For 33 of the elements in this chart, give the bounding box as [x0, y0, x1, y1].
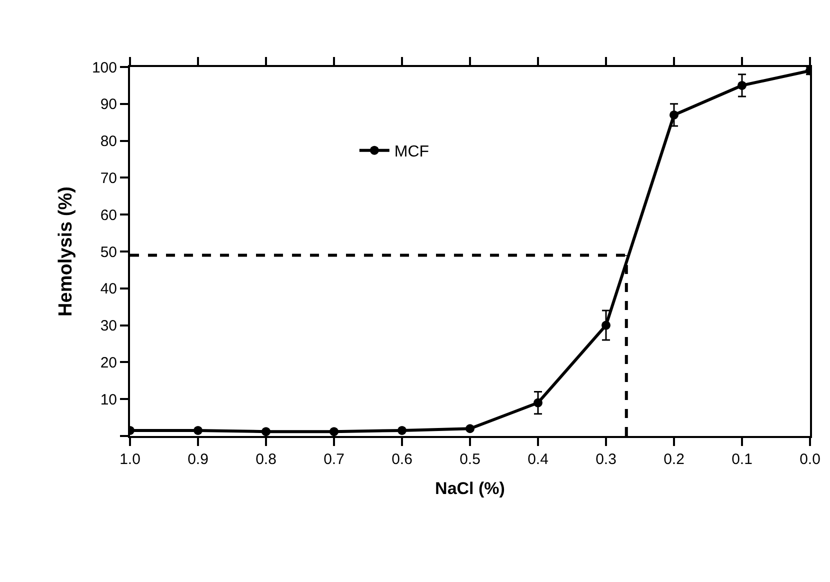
- x-axis-title: NaCl (%): [435, 478, 505, 498]
- point: [534, 398, 542, 408]
- y-tick-label: 40: [100, 280, 117, 298]
- x-tick-label: 0.1: [732, 451, 752, 468]
- y-tick-label: 90: [100, 96, 117, 114]
- x-tick-label: 0.6: [392, 451, 412, 468]
- x-tick-label: 0.7: [324, 451, 344, 468]
- point: [398, 426, 406, 435]
- x-tick-label: 0.2: [664, 451, 684, 468]
- x-tick-label: 0.3: [596, 451, 616, 468]
- x-tick-label: 0.5: [460, 451, 480, 468]
- y-tick-label: 70: [100, 170, 117, 187]
- legend-label: MCF: [394, 144, 430, 161]
- y-tick-label: 30: [100, 318, 117, 335]
- point: [670, 110, 678, 120]
- x-tick-label: 1.0: [120, 451, 140, 468]
- point: [330, 427, 338, 436]
- point: [262, 427, 270, 436]
- y-tick-label: 50: [100, 244, 117, 261]
- x-tick-label: 0.8: [256, 451, 276, 468]
- point: [194, 426, 202, 435]
- point: [602, 320, 610, 330]
- y-tick-label: 20: [100, 354, 117, 372]
- y-tick-label: 80: [100, 133, 117, 150]
- y-axis-title: Hemolysis (%): [55, 186, 76, 316]
- point: [738, 80, 746, 90]
- y-tick-label: 10: [100, 391, 117, 408]
- x-tick-label: 0.9: [188, 451, 208, 468]
- y-tick-label: 60: [100, 206, 117, 224]
- y-tick-label: 100: [92, 59, 117, 76]
- x-tick-label: 0.0: [800, 451, 820, 468]
- point: [466, 424, 474, 434]
- x-tick-label: 0.4: [528, 451, 548, 468]
